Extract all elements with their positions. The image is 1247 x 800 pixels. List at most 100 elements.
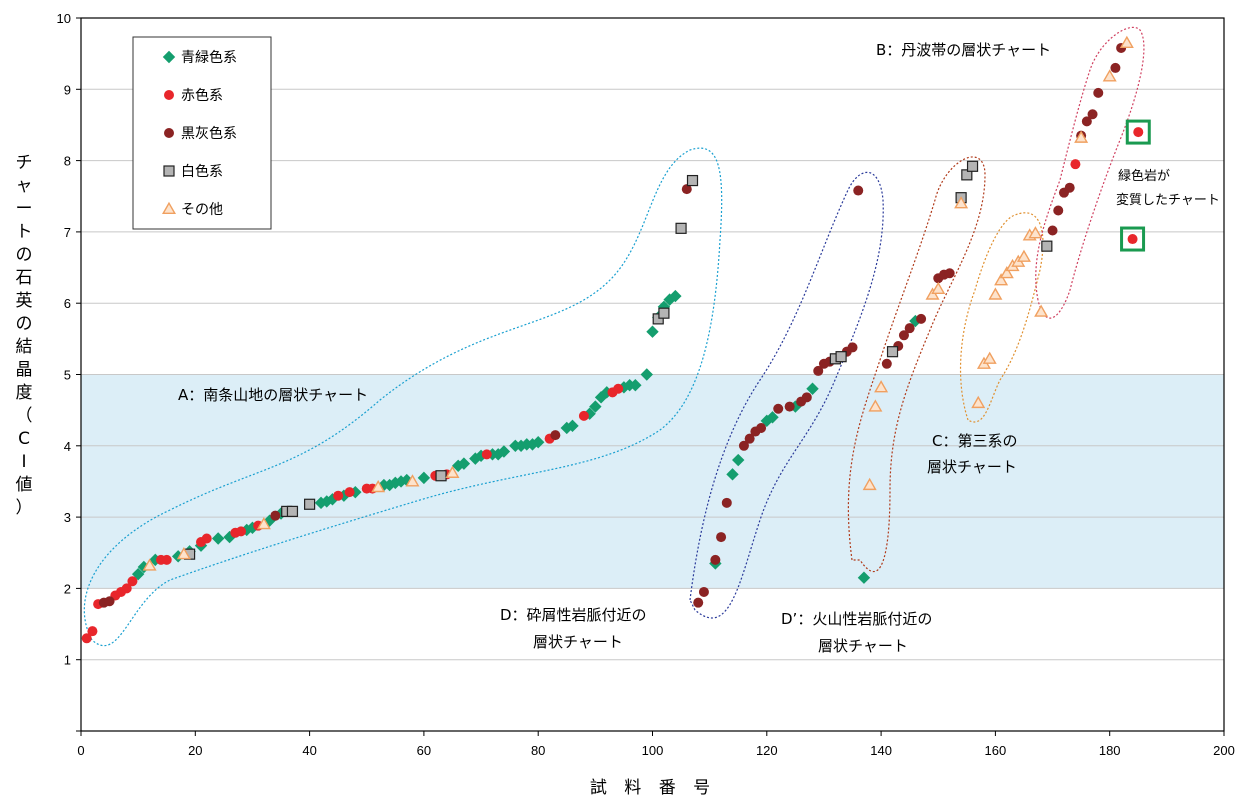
data-point: [417, 471, 431, 485]
annotation-greenstone-line1: 緑色岩が: [1118, 168, 1170, 184]
data-point: [270, 510, 281, 521]
x-tick-label: 60: [417, 743, 431, 758]
data-point: [847, 342, 858, 353]
data-point: [497, 445, 511, 458]
data-point: [550, 430, 561, 441]
group-outline: [1035, 26, 1145, 319]
data-point: [1047, 225, 1058, 236]
x-tick-label: 120: [756, 743, 778, 758]
shaded-band: [81, 374, 1224, 589]
data-point: [286, 505, 299, 517]
y-axis-title-char: 値: [16, 475, 33, 495]
x-tick-label: 160: [985, 743, 1007, 758]
data-point: [681, 184, 692, 195]
x-tick-label: 40: [302, 743, 316, 758]
data-point: [256, 517, 271, 530]
data-point: [445, 465, 460, 478]
group-outline: [959, 212, 1044, 423]
data-point: [686, 174, 699, 187]
annotation-b: B：丹波帯の層状チャート: [876, 41, 1051, 59]
data-point: [716, 532, 727, 543]
y-axis-title-char: 結: [16, 337, 33, 357]
x-tick-label: 0: [77, 743, 84, 758]
data-point: [176, 546, 191, 560]
y-tick-label: 10: [57, 11, 71, 26]
annotation-c-line2: 層状チャート: [927, 458, 1017, 476]
legend-marker: [163, 165, 175, 177]
data-point: [127, 576, 138, 587]
y-tick-label: 9: [64, 82, 71, 97]
legend-label: 黒灰色系: [181, 125, 237, 142]
data-point: [223, 530, 236, 544]
y-axis-title-char: （: [16, 406, 33, 426]
data-point: [1070, 159, 1081, 170]
y-tick-label: 1: [64, 653, 71, 668]
data-point: [658, 307, 670, 319]
annotation-d-prime-line1: D’：火山性岩脈付近の: [781, 610, 932, 628]
data-point: [931, 281, 946, 294]
data-point: [1110, 62, 1121, 73]
data-point: [629, 378, 642, 392]
data-point: [1081, 116, 1092, 127]
data-point: [201, 533, 212, 544]
data-point: [1087, 109, 1098, 120]
data-point: [669, 289, 682, 303]
y-axis-title-char: の: [16, 245, 33, 265]
y-axis-title-char: の: [16, 314, 33, 334]
data-point: [710, 554, 721, 565]
data-point: [652, 313, 664, 325]
y-tick-label: 7: [64, 225, 71, 240]
axes: [76, 17, 1225, 736]
legend-marker: [164, 128, 174, 138]
data-point: [1074, 130, 1089, 143]
data-point: [435, 470, 447, 482]
data-point: [966, 160, 979, 172]
legend-marker: [164, 90, 174, 100]
y-tick-label: 4: [64, 439, 71, 454]
data-point: [806, 382, 819, 395]
y-axis-title-char: 英: [16, 291, 33, 311]
data-point: [886, 346, 899, 358]
data-point: [766, 411, 779, 424]
data-point: [721, 497, 732, 508]
data-point: [1041, 240, 1053, 252]
annotation-d-line1: D：砕屑性岩脈付近の: [500, 606, 647, 624]
data-point: [142, 558, 157, 571]
annotation-c-line1: C：第三系の: [932, 432, 1017, 450]
data-point: [744, 433, 755, 444]
y-axis-title-char: チ: [16, 153, 33, 173]
data-point: [982, 351, 997, 364]
data-point: [594, 391, 608, 404]
x-tick-label: 80: [531, 743, 545, 758]
y-axis-title-char: 度: [16, 383, 33, 403]
y-axis-title-char: 石: [16, 268, 33, 288]
x-tick-label: 180: [1099, 743, 1121, 758]
data-point: [988, 287, 1003, 300]
y-tick-label: 5: [64, 368, 71, 383]
data-point: [532, 436, 545, 449]
data-point: [1133, 127, 1144, 138]
data-point: [1093, 87, 1104, 98]
data-point: [1028, 226, 1043, 239]
annotation-greenstone-line2: 変質したチャート: [1116, 192, 1220, 208]
data-point: [657, 300, 671, 313]
data-point: [161, 554, 172, 565]
data-point: [944, 268, 955, 279]
data-point: [862, 477, 877, 491]
data-point: [589, 400, 602, 413]
data-point: [371, 479, 386, 493]
data-point: [738, 440, 749, 451]
tick-labels: 0 20 40 60 80 100 120 140 160 180 200 1 2 3 4 5 6 7 8 9 10: [57, 11, 1235, 758]
legend-label: その他: [181, 202, 223, 218]
data-point: [994, 273, 1009, 286]
data-point: [773, 403, 784, 414]
highlight-box: [1125, 119, 1151, 145]
data-point: [405, 474, 420, 487]
data-point: [881, 358, 892, 369]
legend-box: [132, 36, 272, 230]
data-point: [698, 586, 709, 597]
legend-label: 青緑色系: [181, 49, 237, 66]
legend-label: 白色系: [181, 163, 223, 180]
